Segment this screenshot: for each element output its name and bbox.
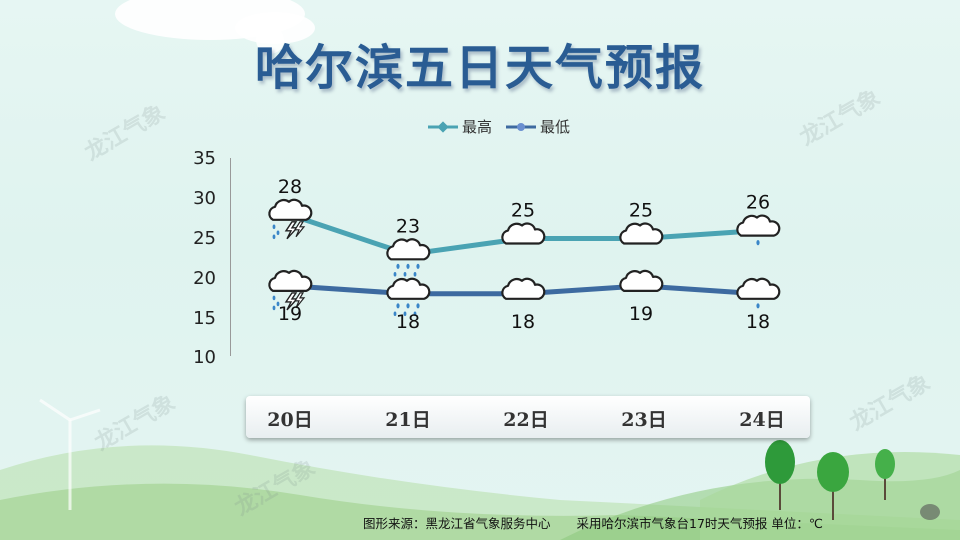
chart-legend: 最高 最低 (428, 116, 570, 137)
footer-source: 图形来源：黑龙江省气象服务中心 采用哈尔滨市气象台17时天气预报 单位：℃ (363, 513, 823, 532)
cloudy-icon (501, 222, 546, 245)
cloudy-icon (619, 222, 664, 245)
cloudy-icon (501, 277, 546, 300)
date-label: 23日 (621, 409, 667, 431)
source-text: 图形来源：黑龙江省气象服务中心 (363, 516, 551, 531)
high-temp-data-label: 23 (396, 215, 420, 237)
rain-icon (386, 277, 431, 317)
date-label: 24日 (739, 409, 785, 431)
date-label: 22日 (503, 409, 549, 431)
thunderstorm-icon (268, 198, 313, 240)
low-temp-data-label: 18 (746, 311, 770, 333)
legend-label-low: 最低 (540, 118, 571, 136)
low-temp-data-label: 18 (396, 311, 420, 333)
high-temp-data-label: 28 (278, 176, 302, 198)
high-temp-data-label: 25 (511, 200, 535, 222)
note-text: 采用哈尔滨市气象台17时天气预报 单位：℃ (576, 516, 823, 531)
legend-item-low: 最低 (506, 116, 570, 137)
y-tick-label: 10 (193, 347, 216, 368)
date-bar (246, 396, 810, 438)
thunderstorm-icon (268, 269, 313, 311)
low-temp-data-label: 19 (278, 303, 302, 325)
cloudy-icon (619, 269, 664, 292)
high-temp-data-label: 26 (746, 192, 770, 214)
date-label: 20日 (267, 409, 313, 431)
y-tick-label: 15 (193, 308, 216, 329)
y-tick-label: 30 (193, 188, 216, 209)
light-rain-icon (736, 277, 781, 309)
legend-low-marker (506, 122, 537, 131)
y-tick-label: 25 (193, 228, 216, 249)
high-temp-data-label: 25 (629, 200, 653, 222)
low-temp-data-label: 18 (511, 311, 535, 333)
y-tick-label: 20 (193, 268, 216, 289)
legend-high-marker (428, 120, 458, 133)
y-axis-line (230, 158, 231, 356)
legend-item-high: 最高 (428, 116, 492, 137)
y-tick-label: 35 (193, 148, 216, 169)
page-title: 哈尔滨五日天气预报 (254, 40, 705, 96)
rain-icon (386, 238, 431, 277)
low-temp-data-label: 19 (629, 303, 653, 325)
light-rain-icon (736, 214, 781, 246)
date-label: 21日 (385, 409, 431, 431)
legend-label-high: 最高 (462, 118, 493, 136)
